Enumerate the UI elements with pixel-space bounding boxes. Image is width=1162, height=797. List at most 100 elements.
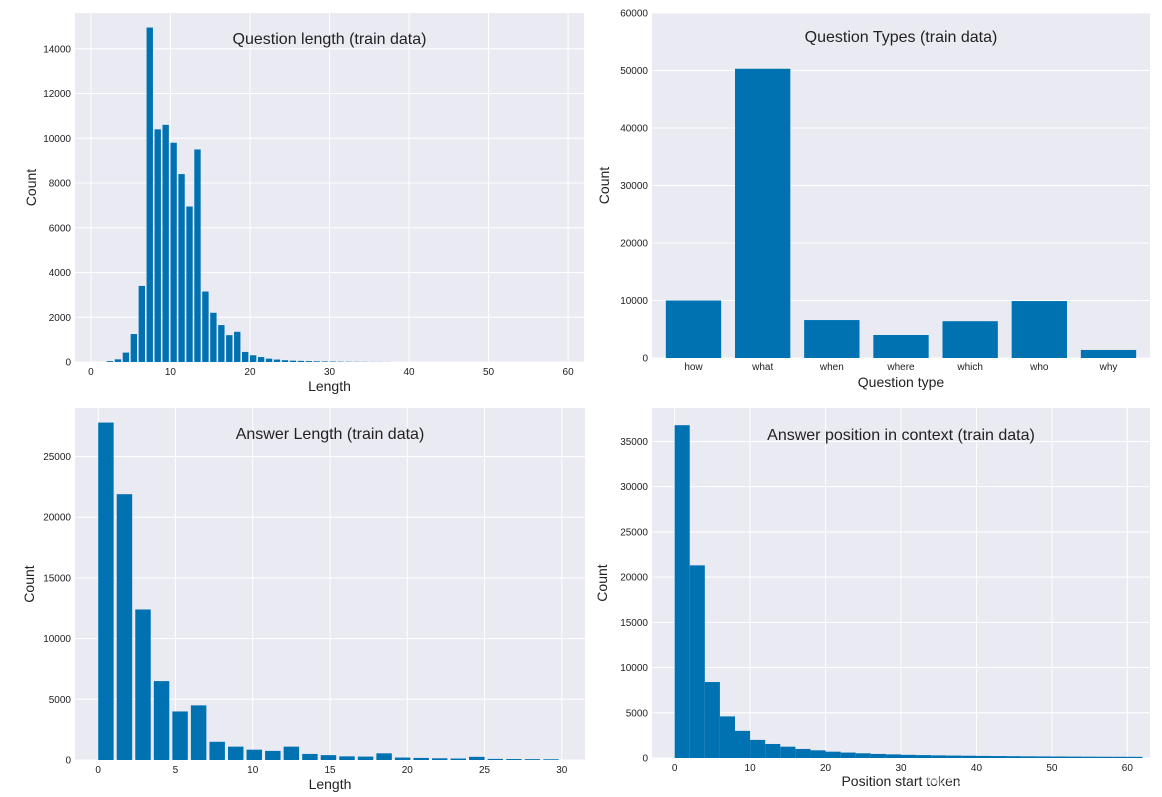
histogram-bar	[297, 360, 305, 362]
histogram-bar	[281, 360, 289, 362]
histogram-bar	[302, 753, 318, 760]
x-tick-label: what	[751, 362, 773, 373]
watermark-text: https://blog.csdn.net/qq_32239207	[922, 771, 1152, 788]
histogram-bar	[138, 285, 145, 362]
y-tick-label: 2000	[49, 313, 72, 324]
x-tick-label: 30	[324, 367, 336, 378]
histogram-bar	[265, 358, 273, 362]
chart-title: Question Types (train data)	[805, 29, 998, 46]
histogram-bar	[218, 325, 225, 362]
histogram-bar	[228, 746, 244, 760]
y-tick-label: 8000	[49, 179, 72, 190]
x-tick-label: where	[886, 362, 915, 373]
x-tick-label: 40	[403, 367, 415, 378]
y-tick-label: 40000	[620, 124, 648, 135]
x-tick-label: 0	[672, 763, 678, 774]
histogram-bar	[234, 331, 241, 362]
x-tick-label: who	[1029, 362, 1049, 373]
histogram-bar	[1097, 756, 1113, 758]
histogram-bar	[320, 755, 337, 760]
histogram-bar	[265, 750, 281, 760]
histogram-bar	[825, 751, 841, 758]
chart-title: Answer Length (train data)	[236, 426, 425, 443]
y-axis-label: Count	[23, 169, 39, 206]
histogram-bar	[719, 716, 735, 758]
histogram-bar	[689, 565, 705, 758]
y-tick-label: 25000	[43, 452, 71, 463]
histogram-bar	[1021, 756, 1037, 758]
x-axis-label: Length	[308, 378, 351, 394]
histogram-bar	[146, 27, 153, 363]
x-tick-label: 10	[165, 367, 177, 378]
histogram-bar	[795, 748, 811, 758]
x-tick-label: 10	[745, 763, 757, 774]
y-tick-label: 10000	[620, 663, 648, 674]
y-tick-label: 4000	[49, 268, 72, 279]
x-tick-label: when	[819, 362, 844, 373]
histogram-bar	[313, 361, 320, 362]
histogram-bar	[916, 755, 932, 758]
histogram-bar	[931, 755, 947, 758]
histogram-bar	[321, 361, 328, 362]
histogram-bar	[209, 741, 225, 760]
histogram-bar	[122, 352, 130, 362]
bar-what	[735, 68, 791, 359]
histogram-bar	[1036, 756, 1052, 758]
y-tick-label: 10000	[43, 134, 71, 145]
histogram-bar	[991, 756, 1007, 758]
histogram-bar	[283, 746, 300, 760]
y-tick-label: 0	[65, 756, 71, 767]
histogram-bar	[765, 743, 781, 758]
histogram-bar	[202, 291, 209, 362]
histogram-bar	[226, 335, 233, 362]
histogram-bar	[242, 351, 249, 362]
histogram-bar	[162, 124, 169, 362]
histogram-bar	[186, 206, 193, 362]
histogram-bar	[901, 754, 917, 758]
x-axis-label: Position start token	[841, 773, 960, 789]
y-axis-label: Count	[596, 167, 612, 204]
histogram-bar	[154, 129, 161, 362]
histogram-bar	[135, 609, 151, 760]
histogram-bar	[1006, 756, 1022, 758]
chart-2: 0 10000 20000 30000 40000 50000 60000 how what wh…	[596, 9, 1150, 390]
histogram-bar	[487, 758, 504, 760]
histogram-bar	[543, 759, 559, 760]
histogram-bar	[249, 355, 257, 362]
x-tick-label: 30	[556, 765, 568, 776]
y-tick-label: 25000	[620, 527, 648, 538]
histogram-bar	[840, 752, 856, 758]
histogram-bar	[153, 681, 170, 760]
histogram-bar	[106, 361, 114, 362]
bar-who	[1011, 301, 1067, 358]
y-tick-label: 14000	[43, 44, 71, 55]
y-tick-label: 35000	[620, 437, 648, 448]
histogram-bar	[946, 755, 962, 758]
histogram-bar	[870, 753, 886, 758]
x-tick-label: 0	[95, 765, 101, 776]
histogram-bar	[130, 334, 138, 362]
chart-title: Question length (train data)	[233, 31, 427, 48]
histogram-bar	[450, 758, 466, 760]
histogram-bar	[704, 682, 720, 758]
histogram-bar	[210, 312, 217, 362]
x-tick-label: 50	[483, 367, 495, 378]
histogram-bar	[246, 749, 262, 760]
y-tick-label: 0	[65, 358, 71, 369]
y-axis-label: Count	[594, 564, 610, 601]
bar-which	[942, 321, 998, 358]
histogram-bar	[506, 759, 522, 760]
x-tick-label: 50	[1046, 763, 1058, 774]
histogram-bar	[885, 754, 901, 758]
y-tick-label: 6000	[49, 223, 72, 234]
y-tick-label: 50000	[620, 66, 648, 77]
histogram-bar	[172, 711, 188, 760]
x-tick-label: 20	[402, 765, 414, 776]
histogram-bar	[780, 746, 796, 758]
histogram-bar	[524, 759, 541, 760]
histogram-bar	[961, 755, 977, 758]
x-tick-label: which	[956, 362, 983, 373]
bar-where	[873, 335, 929, 358]
histogram-bar	[855, 753, 871, 758]
histogram-bar	[1112, 756, 1128, 758]
